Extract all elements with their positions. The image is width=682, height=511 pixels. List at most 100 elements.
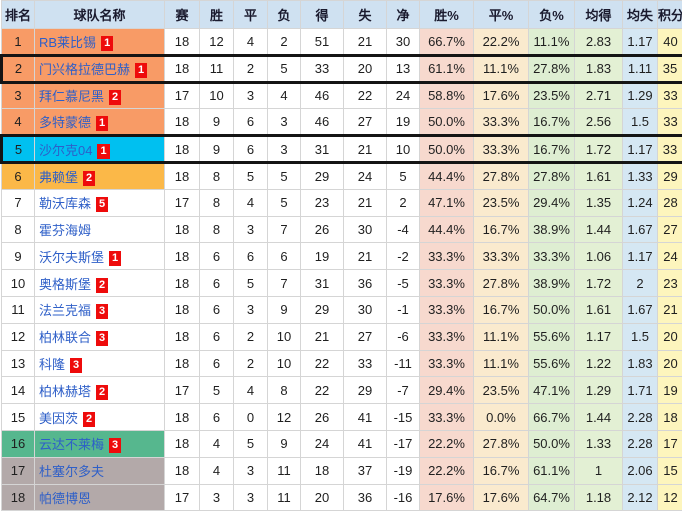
avg-goals-for-cell: 1.83	[574, 53, 623, 84]
rank-cell: 12	[1, 322, 35, 351]
team-name-link[interactable]: 科隆	[39, 356, 66, 372]
team-cell: 沙尔克04 1	[34, 134, 165, 164]
team-name-link[interactable]: 沙尔克04	[39, 142, 93, 158]
goals-for-cell: 26	[300, 403, 344, 431]
table-row[interactable]: 2 门兴格拉德巴赫 1 18 11 2 5 33 20 13 61.1% 11.1…	[0, 53, 682, 84]
team-name-link[interactable]: 拜仁慕尼黑	[39, 89, 105, 105]
team-cell: 沃尔夫斯堡 1	[34, 242, 165, 271]
table-row[interactable]: 14 柏林赫塔 2 17 5 4 8 22 29 -7 29.4% 23.5% 4…	[1, 376, 682, 405]
team-name-link[interactable]: 霍芬海姆	[39, 222, 92, 238]
points-cell: 17	[657, 429, 682, 458]
loss-pct-cell: 55.6%	[528, 322, 575, 351]
team-cell: 柏林联合 3	[34, 322, 165, 351]
loss-pct-cell: 33.3%	[528, 242, 575, 271]
loss-pct-cell: 55.6%	[528, 349, 575, 378]
table-row[interactable]: 10 奥格斯堡 2 18 6 5 7 31 36 -5 33.3% 27.8% 3…	[1, 269, 682, 297]
avg-goals-against-cell: 1.67	[622, 295, 658, 324]
streak-badge: 3	[96, 304, 109, 320]
table-row[interactable]: 15 美因茨 2 18 6 0 12 26 41 -15 33.3% 0.0% 6…	[1, 403, 682, 431]
played-cell: 18	[164, 349, 200, 378]
played-cell: 18	[164, 108, 200, 137]
drawn-cell: 4	[233, 188, 268, 217]
avg-goals-against-cell: 1.29	[622, 81, 658, 110]
draw-pct-cell: 17.6%	[473, 81, 529, 110]
team-name-link[interactable]: 杜塞尔多夫	[39, 464, 105, 480]
team-name-link[interactable]: 法兰克福	[39, 303, 92, 319]
team-name-link[interactable]: 沃尔夫斯堡	[39, 249, 105, 265]
table-row[interactable]: 17 杜塞尔多夫 18 4 3 11 18 37 -19 22.2% 16.7%…	[1, 456, 682, 485]
rank-cell: 2	[0, 53, 35, 84]
win-pct-cell: 44.4%	[419, 161, 474, 190]
won-cell: 11	[199, 53, 234, 84]
team-name-link[interactable]: 帕德博恩	[39, 490, 92, 506]
table-row[interactable]: 11 法兰克福 3 18 6 3 9 29 30 -1 33.3% 16.7% 5…	[1, 295, 682, 324]
draw-pct-cell: 23.5%	[473, 188, 529, 217]
header-avg-goals-for: 均得	[574, 0, 623, 29]
streak-badge: 2	[109, 90, 122, 106]
avg-goals-for-cell: 1.18	[574, 483, 623, 511]
table-row[interactable]: 7 勒沃库森 5 17 8 4 5 23 21 2 47.1% 23.5% 29.…	[1, 188, 682, 217]
lost-cell: 9	[267, 429, 301, 458]
won-cell: 9	[199, 108, 234, 137]
table-row[interactable]: 4 多特蒙德 1 18 9 6 3 46 27 19 50.0% 33.3% 16…	[1, 108, 682, 137]
table-row[interactable]: 3 拜仁慕尼黑 2 17 10 3 4 46 22 24 58.8% 17.6% …	[1, 81, 682, 110]
won-cell: 3	[199, 483, 234, 511]
team-name-link[interactable]: RB莱比锡	[39, 34, 97, 50]
team-name-link[interactable]: 多特蒙德	[39, 115, 92, 131]
avg-goals-for-cell: 1	[574, 456, 623, 485]
team-cell: 云达不莱梅 3	[34, 429, 165, 458]
drawn-cell: 5	[233, 269, 268, 297]
team-name-link[interactable]: 云达不莱梅	[39, 437, 105, 453]
win-pct-cell: 50.0%	[419, 134, 474, 164]
team-name-link[interactable]: 柏林赫塔	[39, 383, 92, 399]
table-row[interactable]: 1 RB莱比锡 1 18 12 4 2 51 21 30 66.7% 22.2% …	[1, 28, 682, 56]
avg-goals-against-cell: 1.24	[622, 188, 658, 217]
header-rank: 排名	[1, 0, 35, 29]
goals-against-cell: 21	[343, 242, 387, 271]
win-pct-cell: 33.3%	[419, 242, 474, 271]
points-cell: 35	[657, 53, 682, 84]
avg-goals-against-cell: 1.33	[622, 161, 658, 190]
loss-pct-cell: 38.9%	[528, 269, 575, 297]
table-row[interactable]: 6 弗赖堡 2 18 8 5 5 29 24 5 44.4% 27.8% 27.8…	[1, 161, 682, 190]
table-row[interactable]: 18 帕德博恩 17 3 3 11 20 36 -16 17.6% 17.6% …	[1, 483, 682, 511]
team-name-link[interactable]: 柏林联合	[39, 330, 92, 346]
won-cell: 4	[199, 429, 234, 458]
team-name-link[interactable]: 门兴格拉德巴赫	[39, 62, 131, 78]
goals-for-cell: 22	[300, 349, 344, 378]
goals-against-cell: 30	[343, 295, 387, 324]
loss-pct-cell: 23.5%	[528, 81, 575, 110]
header-won: 胜	[199, 0, 234, 29]
goals-against-cell: 29	[343, 376, 387, 405]
table-row[interactable]: 8 霍芬海姆 18 8 3 7 26 30 -4 44.4% 16.7% 38.…	[1, 215, 682, 244]
table-row[interactable]: 12 柏林联合 3 18 6 2 10 21 27 -6 33.3% 11.1% …	[1, 322, 682, 351]
lost-cell: 9	[267, 295, 301, 324]
table-row[interactable]: 16 云达不莱梅 3 18 4 5 9 24 41 -17 22.2% 27.8%…	[1, 429, 682, 458]
team-name-link[interactable]: 弗赖堡	[39, 169, 79, 185]
loss-pct-cell: 16.7%	[528, 108, 575, 137]
team-name-link[interactable]: 勒沃库森	[39, 196, 92, 212]
team-cell: 勒沃库森 5	[34, 188, 165, 217]
streak-badge: 2	[83, 170, 96, 186]
goals-against-cell: 22	[343, 81, 387, 110]
points-cell: 40	[657, 28, 682, 56]
header-loss-pct: 负%	[528, 0, 575, 29]
lost-cell: 10	[267, 349, 301, 378]
goals-for-cell: 19	[300, 242, 344, 271]
header-goals-for: 得	[300, 0, 344, 29]
team-name-link[interactable]: 美因茨	[39, 410, 79, 426]
streak-badge: 1	[101, 35, 114, 51]
team-cell: 法兰克福 3	[34, 295, 165, 324]
goals-against-cell: 27	[343, 322, 387, 351]
team-name-link[interactable]: 奥格斯堡	[39, 276, 92, 292]
team-cell: 帕德博恩	[34, 483, 165, 511]
loss-pct-cell: 16.7%	[528, 134, 575, 164]
drawn-cell: 0	[233, 403, 268, 431]
avg-goals-against-cell: 2.28	[622, 429, 658, 458]
table-row[interactable]: 9 沃尔夫斯堡 1 18 6 6 6 19 21 -2 33.3% 33.3% 3…	[1, 242, 682, 271]
team-cell: 拜仁慕尼黑 2	[34, 81, 165, 110]
table-row[interactable]: 5 沙尔克04 1 18 9 6 3 31 21 10 50.0% 33.3% 1…	[0, 134, 682, 164]
table-row[interactable]: 13 科隆 3 18 6 2 10 22 33 -11 33.3% 11.1% 5…	[1, 349, 682, 378]
team-cell: RB莱比锡 1	[34, 28, 165, 56]
draw-pct-cell: 33.3%	[473, 134, 529, 164]
